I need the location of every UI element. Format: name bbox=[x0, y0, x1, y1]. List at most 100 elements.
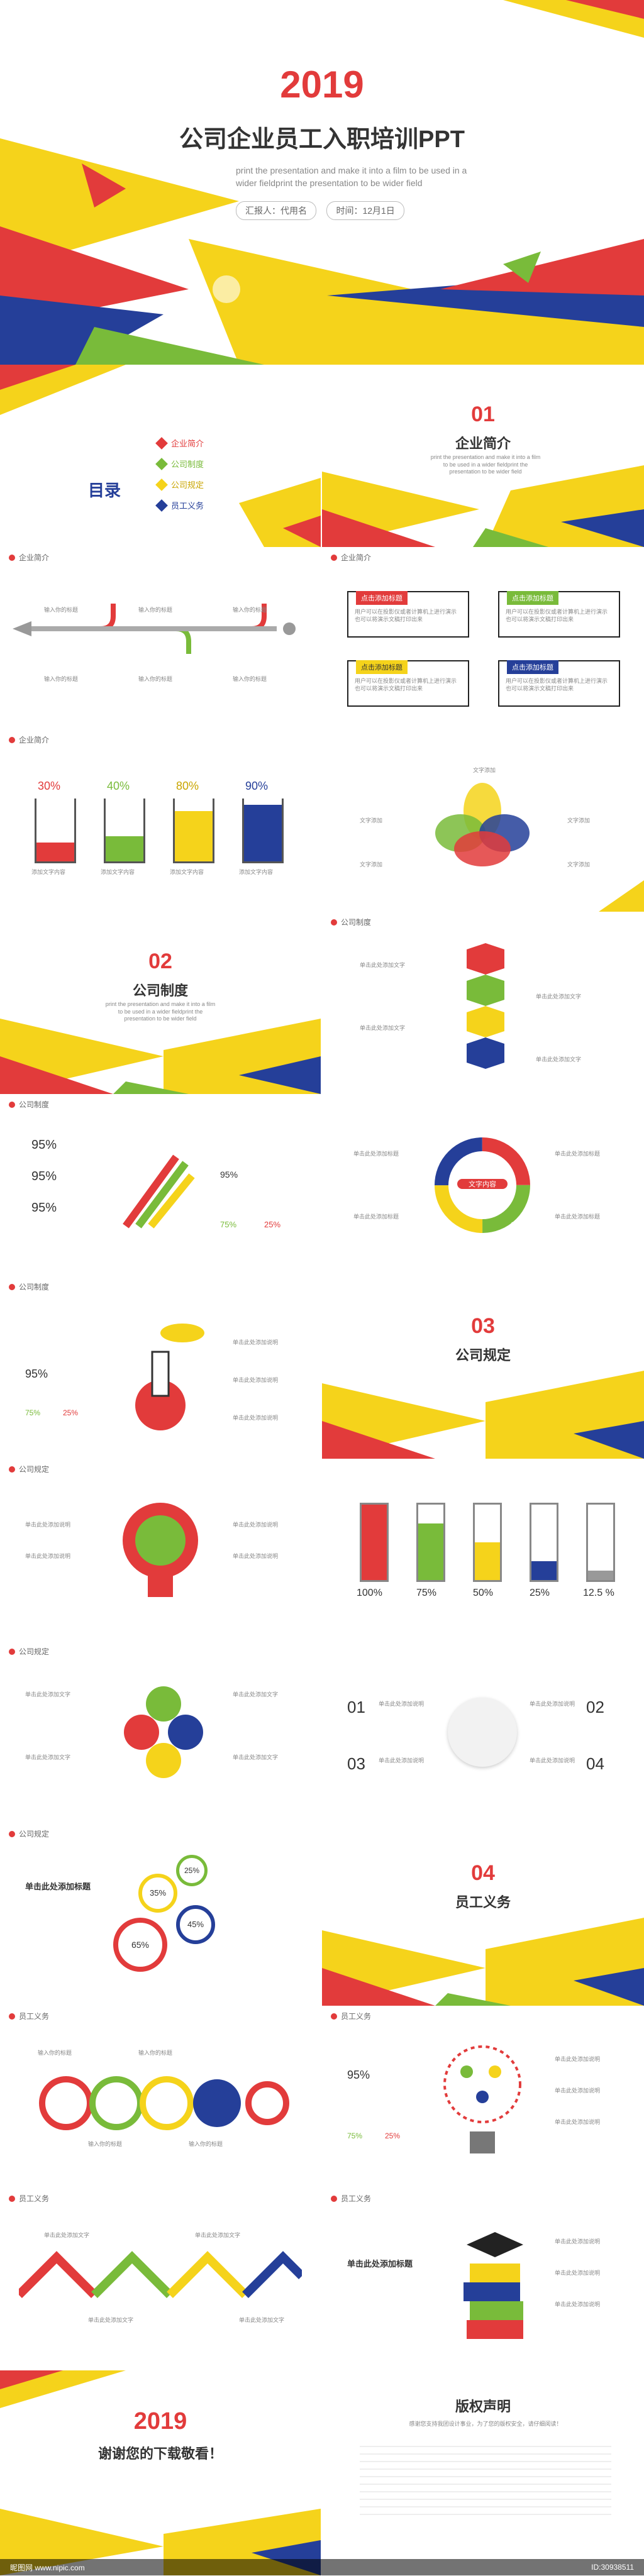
intro-boxes-slide: 企业简介 点击添加标题 用户可以在投影仪或者计算机上进行演示也可以将演示文稿打印出… bbox=[322, 547, 644, 730]
header-dot-icon bbox=[9, 554, 15, 561]
header-dot-icon bbox=[9, 1466, 15, 1473]
watermark-id: ID:30938511 bbox=[591, 2563, 634, 2572]
section-number: 01 bbox=[471, 402, 495, 426]
toc-item[interactable]: 公司制度 bbox=[155, 457, 308, 470]
section-title: 公司规定 bbox=[455, 1347, 511, 1363]
header-dot-icon bbox=[9, 1101, 15, 1108]
bubble-title: 单击此处添加标题 bbox=[25, 1882, 91, 1891]
circle-cluster-graphic bbox=[124, 1686, 203, 1778]
toc-item[interactable]: 员工义务 bbox=[155, 499, 308, 512]
hex-label: 单击此处添加文字 bbox=[536, 1056, 582, 1063]
header-dot-icon bbox=[9, 1283, 15, 1290]
hex-label: 单击此处添加文字 bbox=[360, 962, 406, 968]
slide-header: 员工义务 bbox=[331, 2011, 371, 2021]
cover-year: 2019 bbox=[280, 64, 364, 106]
toc-item[interactable]: 公司规定 bbox=[155, 478, 308, 491]
flask-graphic bbox=[135, 1324, 204, 1430]
cup-caption: 添加文字内容 bbox=[101, 869, 135, 875]
flask-label: 单击此处添加说明 bbox=[233, 1339, 279, 1346]
hexagon-graphic bbox=[467, 943, 504, 1069]
petal-label: 文字添加 bbox=[567, 817, 591, 824]
brain-label: 单击此处添加说明 bbox=[25, 1553, 71, 1559]
zigzag-graphic bbox=[19, 2251, 302, 2298]
header-dot-icon bbox=[9, 1830, 15, 1837]
battery-bar bbox=[473, 1503, 502, 1582]
zigzag-label: 单击此处添加文字 bbox=[195, 2232, 241, 2238]
header-dot-icon bbox=[331, 554, 337, 561]
bubble: 45% bbox=[176, 1905, 215, 1944]
corner-decor bbox=[599, 880, 644, 912]
gear-label: 输入你的标题 bbox=[88, 2141, 123, 2147]
pencil-graphic bbox=[123, 1154, 195, 1229]
watermark-bar: 昵图网 www.nipic.com ID:30938511 bbox=[0, 2559, 644, 2575]
brain-label: 单击此处添加说明 bbox=[233, 1522, 279, 1528]
timeline-label: 输入你的标题 bbox=[138, 607, 173, 613]
bubble: 35% bbox=[138, 1874, 177, 1913]
bubble: 25% bbox=[176, 1855, 208, 1886]
books-graphic bbox=[464, 2232, 523, 2339]
numbered-slide: 01 03 02 04 单击此处添加说明 单击此处添加说明 单击此处添加说明 单… bbox=[322, 1641, 644, 1824]
zigzag-slide: 员工义务 单击此处添加文字 单击此处添加文字 单击此处添加文字 单击此处添加文字 bbox=[0, 2188, 321, 2371]
stat-percent: 25% bbox=[264, 1220, 281, 1229]
brain-graphic bbox=[123, 1503, 198, 1597]
gear-label: 输入你的标题 bbox=[138, 2050, 173, 2056]
gears-graphic bbox=[39, 2076, 289, 2130]
stat-percent: 95% bbox=[31, 1138, 57, 1152]
slide-header: 公司制度 bbox=[9, 1099, 49, 1110]
timeline-label: 输入你的标题 bbox=[44, 607, 79, 613]
ring-number: 04 bbox=[441, 1220, 452, 1230]
stat-percent: 75% bbox=[347, 2131, 363, 2140]
bulb-graphic bbox=[443, 2045, 521, 2153]
header-dot-icon bbox=[331, 2013, 337, 2020]
stat-percent: 95% bbox=[220, 1169, 238, 1180]
copyright-slide: 版权声明 感谢您支持我团设计事业，为了您的版权安全，请仔细阅读！ bbox=[322, 2370, 644, 2576]
info-box: 点击添加标题 用户可以在投影仪或者计算机上进行演示也可以将演示文稿打印出来 bbox=[498, 660, 620, 707]
section-desc: print the presentation and make it into … bbox=[105, 1001, 216, 1022]
battery-bar bbox=[586, 1503, 615, 1582]
copyright-text-block bbox=[360, 2440, 611, 2515]
books-slide: 员工义务 单击此处添加标题 单击此处添加说明 单击此处添加说明 单击此处添加说明 bbox=[322, 2188, 644, 2371]
section-decor bbox=[0, 1019, 321, 1094]
stat-percent: 95% bbox=[31, 1201, 57, 1215]
petals-slide: 文字添加 文字添加 文字添加 文字添加 文字添加 bbox=[322, 729, 644, 912]
header-dot-icon bbox=[9, 2195, 15, 2202]
num-label: 单击此处添加说明 bbox=[530, 1757, 575, 1764]
copyright-sub: 感谢您支持我团设计事业，为了您的版权安全，请仔细阅读！ bbox=[409, 2421, 562, 2427]
battery-percent: 50% bbox=[473, 1588, 494, 1598]
brain-label: 单击此处添加说明 bbox=[25, 1522, 71, 1528]
cover-date: 时间：12月1日 bbox=[326, 201, 404, 220]
cup-caption: 添加文字内容 bbox=[170, 869, 204, 875]
item-number: 03 bbox=[347, 1754, 365, 1773]
slide-header: 员工义务 bbox=[9, 2193, 49, 2204]
num-label: 单击此处添加说明 bbox=[379, 1757, 425, 1764]
timeline-label: 输入你的标题 bbox=[233, 607, 267, 613]
info-box: 点击添加标题 用户可以在投影仪或者计算机上进行演示也可以将演示文稿打印出来 bbox=[347, 660, 469, 707]
cup-percent: 80% bbox=[176, 780, 199, 792]
cover-reporter: 汇报人：代用名 bbox=[236, 201, 316, 220]
toc-item[interactable]: 企业简介 bbox=[155, 436, 308, 450]
stat-percent: 75% bbox=[25, 1408, 41, 1417]
ring-label: 单击此处添加标题 bbox=[353, 1213, 399, 1220]
copyright-title: 版权声明 bbox=[455, 2399, 511, 2414]
circle-label: 单击此处添加文字 bbox=[25, 1691, 71, 1698]
slide-header: 企业简介 bbox=[331, 552, 371, 563]
section-number: 02 bbox=[148, 949, 172, 973]
stat-percent: 95% bbox=[347, 2069, 370, 2081]
item-number: 02 bbox=[586, 1698, 604, 1716]
slide-header: 企业简介 bbox=[9, 552, 49, 563]
header-dot-icon bbox=[9, 1648, 15, 1655]
num-label: 单击此处添加说明 bbox=[530, 1701, 575, 1707]
petal-label: 文字添加 bbox=[360, 861, 383, 868]
battery-percent: 100% bbox=[357, 1588, 382, 1598]
hex-label: 单击此处添加文字 bbox=[536, 993, 582, 1000]
num-label: 单击此处添加说明 bbox=[379, 1701, 425, 1707]
ring-label: 单击此处添加标题 bbox=[555, 1213, 601, 1220]
zigzag-label: 单击此处添加文字 bbox=[44, 2232, 90, 2238]
flask-label: 单击此处添加说明 bbox=[233, 1415, 279, 1421]
header-dot-icon bbox=[9, 2013, 15, 2020]
slide-header: 公司制度 bbox=[331, 917, 371, 927]
cup-caption: 添加文字内容 bbox=[31, 869, 66, 875]
section-02-slide: 02 公司制度 print the presentation and make … bbox=[0, 912, 321, 1095]
section-01-slide: 01 企业简介 print the presentation and make … bbox=[322, 365, 644, 548]
ring-center-label: 文字内容 bbox=[457, 1179, 508, 1189]
